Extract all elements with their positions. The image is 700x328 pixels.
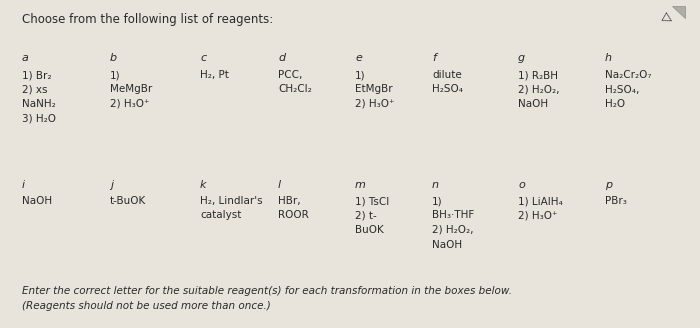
- Text: NaOH: NaOH: [22, 196, 52, 206]
- Text: 1): 1): [432, 196, 442, 206]
- Text: h: h: [605, 53, 612, 63]
- Text: ROOR: ROOR: [278, 211, 309, 220]
- Text: 2) xs: 2) xs: [22, 85, 48, 94]
- Text: NaOH: NaOH: [518, 99, 548, 109]
- Text: t-BuOK: t-BuOK: [110, 196, 146, 206]
- Text: 3) H₂O: 3) H₂O: [22, 113, 56, 124]
- Text: H₂, Lindlar's: H₂, Lindlar's: [200, 196, 262, 206]
- Text: p: p: [605, 180, 612, 190]
- Text: H₂, Pt: H₂, Pt: [200, 70, 229, 80]
- Text: NaNH₂: NaNH₂: [22, 99, 56, 109]
- Text: m: m: [355, 180, 366, 190]
- Text: NaOH: NaOH: [432, 239, 462, 250]
- Text: i: i: [22, 180, 25, 190]
- Text: 1) Br₂: 1) Br₂: [22, 70, 52, 80]
- Text: 1): 1): [355, 70, 365, 80]
- Polygon shape: [672, 6, 685, 18]
- Text: j: j: [110, 180, 113, 190]
- Text: Na₂Cr₂O₇: Na₂Cr₂O₇: [605, 70, 652, 80]
- Text: HBr,: HBr,: [278, 196, 300, 206]
- Text: 1) TsCl: 1) TsCl: [355, 196, 389, 206]
- Text: d: d: [278, 53, 285, 63]
- Text: o: o: [518, 180, 525, 190]
- Text: PBr₃: PBr₃: [605, 196, 627, 206]
- Text: EtMgBr: EtMgBr: [355, 85, 393, 94]
- Text: k: k: [200, 180, 206, 190]
- Text: l: l: [278, 180, 281, 190]
- Text: g: g: [518, 53, 525, 63]
- Text: H₂SO₄,: H₂SO₄,: [605, 85, 639, 94]
- Text: 2) t-: 2) t-: [355, 211, 377, 220]
- Text: catalyst: catalyst: [200, 211, 242, 220]
- Text: a: a: [22, 53, 29, 63]
- Text: H₂O: H₂O: [605, 99, 625, 109]
- Text: 2) H₃O⁺: 2) H₃O⁺: [110, 99, 150, 109]
- Text: H₂SO₄: H₂SO₄: [432, 85, 463, 94]
- Text: 2) H₃O⁺: 2) H₃O⁺: [355, 99, 395, 109]
- Text: 1): 1): [110, 70, 120, 80]
- Text: ▷: ▷: [660, 10, 675, 26]
- Text: f: f: [432, 53, 436, 63]
- Text: c: c: [200, 53, 206, 63]
- Text: Choose from the following list of reagents:: Choose from the following list of reagen…: [22, 13, 273, 26]
- Text: MeMgBr: MeMgBr: [110, 85, 153, 94]
- Text: 2) H₃O⁺: 2) H₃O⁺: [518, 211, 557, 220]
- Text: n: n: [432, 180, 439, 190]
- Text: BH₃·THF: BH₃·THF: [432, 211, 475, 220]
- Text: 2) H₂O₂,: 2) H₂O₂,: [432, 225, 473, 235]
- Text: (Reagents should not be used more than once.): (Reagents should not be used more than o…: [22, 301, 271, 311]
- Text: 1) R₂BH: 1) R₂BH: [518, 70, 558, 80]
- Text: e: e: [355, 53, 362, 63]
- Text: CH₂Cl₂: CH₂Cl₂: [278, 85, 312, 94]
- Text: 2) H₂O₂,: 2) H₂O₂,: [518, 85, 559, 94]
- Text: b: b: [110, 53, 117, 63]
- Text: BuOK: BuOK: [355, 225, 384, 235]
- Text: dilute: dilute: [432, 70, 462, 80]
- Text: 1) LiAlH₄: 1) LiAlH₄: [518, 196, 563, 206]
- Text: Enter the correct letter for the suitable reagent(s) for each transformation in : Enter the correct letter for the suitabl…: [22, 286, 512, 296]
- Text: PCC,: PCC,: [278, 70, 302, 80]
